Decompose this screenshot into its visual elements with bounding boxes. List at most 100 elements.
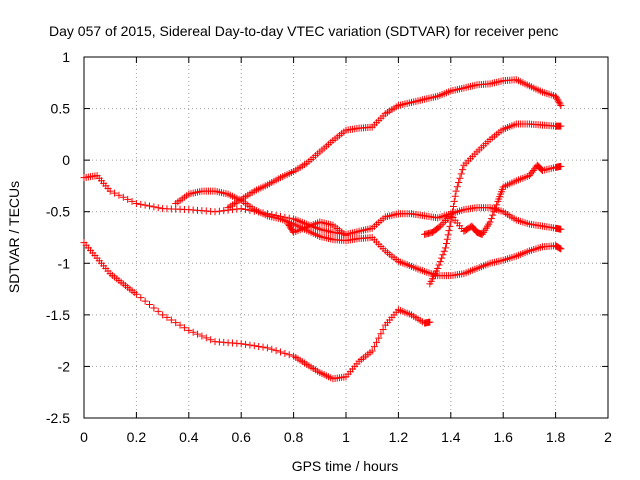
data-point	[439, 251, 447, 259]
data-point	[555, 98, 563, 106]
data-point	[132, 199, 140, 207]
x-tick-label: 2	[604, 429, 612, 445]
x-axis-label: GPS time / hours	[292, 458, 399, 474]
data-point	[557, 101, 565, 109]
data-point	[426, 318, 434, 326]
data-point	[449, 208, 457, 216]
data-point	[215, 207, 223, 215]
data-point	[137, 294, 145, 302]
x-tick-label: 0.4	[179, 429, 199, 445]
data-point	[444, 231, 452, 239]
x-tick-label: 0.6	[231, 429, 251, 445]
data-point	[250, 342, 258, 350]
data-point	[211, 208, 219, 216]
x-tick-label: 0.8	[284, 429, 304, 445]
data-point	[146, 301, 153, 309]
data-point	[552, 94, 560, 102]
data-point	[159, 311, 167, 319]
data-point	[185, 326, 193, 334]
data-point	[557, 162, 565, 170]
data-point	[119, 193, 127, 201]
series-track-2	[80, 239, 434, 383]
data-point	[285, 351, 293, 359]
data-point	[487, 215, 495, 223]
series-track-4	[172, 187, 565, 280]
x-tick-label: 1.4	[441, 429, 461, 445]
data-point	[457, 170, 465, 178]
x-tick-label: 1.6	[493, 429, 513, 445]
data-point	[368, 347, 376, 355]
data-point	[452, 187, 460, 195]
data-point	[435, 261, 443, 269]
data-point	[163, 313, 171, 321]
plot-frame	[83, 56, 609, 419]
tick-labels: 0 0.2 0.4 0.6 0.8 1 1.2 1.4 1.6 1.8 2 1 0.5 0 -0.5 -1 -1…	[46, 49, 612, 445]
data-point	[489, 211, 497, 219]
series-track-7	[421, 161, 565, 238]
y-tick-label: -2.5	[46, 410, 70, 426]
data-point	[370, 343, 378, 351]
data-point	[490, 208, 498, 216]
data-point	[124, 195, 132, 203]
data-point	[436, 258, 444, 266]
data-point	[277, 348, 284, 356]
x-tick-label: 1	[342, 429, 350, 445]
data-point	[176, 321, 184, 329]
data-point	[459, 166, 467, 174]
data-point	[375, 334, 383, 342]
data-point	[440, 247, 448, 255]
data-point	[453, 183, 461, 191]
y-tick-label: -0.5	[46, 204, 70, 220]
data-point	[455, 178, 463, 186]
data-point	[553, 95, 561, 103]
data-point	[141, 297, 149, 305]
data-point	[445, 227, 453, 235]
data-point	[263, 344, 271, 352]
data-point	[552, 92, 560, 100]
data-point	[268, 345, 276, 353]
data-point	[141, 201, 149, 209]
data-point	[132, 290, 140, 298]
data-point	[150, 203, 158, 211]
data-point	[150, 304, 158, 312]
data-point	[207, 336, 215, 344]
data-point	[237, 340, 245, 348]
y-tick-label: 1	[62, 49, 70, 65]
data-point	[106, 187, 114, 195]
data-point	[446, 222, 454, 230]
data-point	[456, 174, 464, 182]
data-point	[556, 244, 564, 252]
x-tick-label: 0.2	[127, 429, 147, 445]
y-tick-label: -1	[58, 255, 71, 271]
data-point	[154, 307, 162, 315]
data-point	[442, 240, 450, 248]
data-point	[557, 122, 565, 130]
data-point	[115, 191, 123, 199]
data-point	[202, 334, 210, 342]
data-point	[128, 197, 136, 205]
data-point	[434, 264, 442, 272]
data-point	[198, 332, 206, 340]
data-point	[172, 319, 180, 327]
data-point	[537, 165, 545, 173]
data-point	[194, 330, 202, 338]
axes	[83, 56, 609, 419]
data-point	[486, 218, 494, 226]
data-point	[242, 340, 250, 348]
data-point	[342, 231, 350, 239]
data-point	[233, 205, 241, 213]
data-point	[435, 223, 443, 231]
y-tick-label: 0	[62, 152, 70, 168]
data-point	[557, 225, 565, 233]
data-point	[491, 204, 499, 212]
data-point	[443, 235, 451, 243]
data-point	[379, 325, 387, 333]
data-point	[556, 100, 564, 108]
data-point	[377, 330, 385, 338]
data-point	[246, 341, 254, 349]
data-point	[237, 205, 245, 213]
data-point	[220, 207, 228, 215]
data-point	[242, 205, 250, 213]
data-point	[555, 244, 563, 252]
data-point	[281, 349, 289, 357]
